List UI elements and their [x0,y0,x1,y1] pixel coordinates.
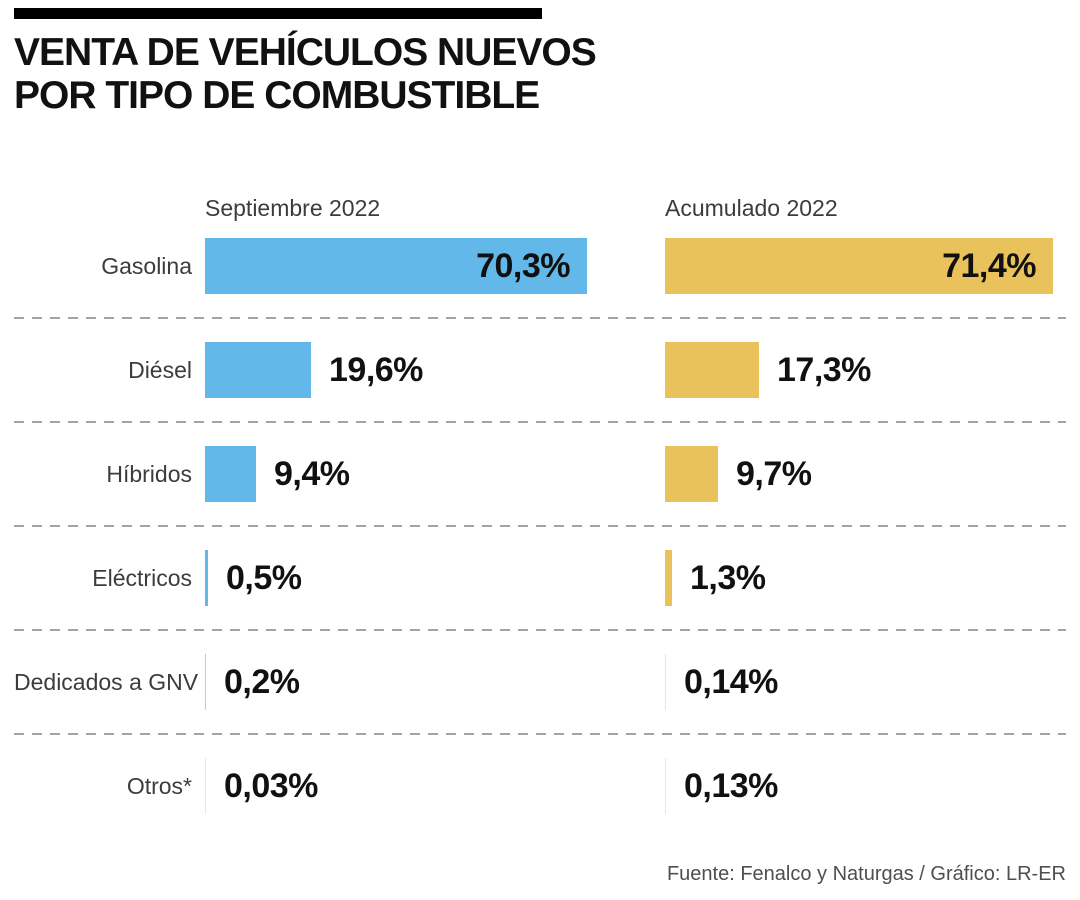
cell-right: 1,3% [665,550,1066,606]
bar-left-row2 [205,446,256,502]
value-label-left: 0,5% [226,558,302,597]
cell-left: 0,03% [205,758,665,814]
bar-left-row5 [205,758,206,814]
cell-left: 19,6% [205,342,665,398]
chart-row-3: Eléctricos 0,5% 1,3% [14,550,1066,606]
chart-row-0: Gasolina 70,3% 71,4% [14,238,1066,294]
dashed-separator [14,421,1066,423]
value-label-right: 0,14% [684,662,778,701]
series-header-acumulado: Acumulado 2022 [665,195,838,221]
bar-right-row2 [665,446,718,502]
bar-left-row4 [205,654,206,710]
cell-left: 70,3% [205,238,665,294]
value-label-left: 0,2% [224,662,300,701]
cell-right: 0,14% [665,654,1066,710]
cell-left: 0,2% [205,654,665,710]
value-label-left: 19,6% [329,350,423,389]
category-label: Eléctricos [92,564,192,591]
cell-left: 0,5% [205,550,665,606]
bar-right-row5 [665,758,666,814]
chart-row-1: Diésel 19,6% 17,3% [14,342,1066,398]
bar-right-row0: 71,4% [665,238,1053,294]
bar-left-row1 [205,342,311,398]
value-label-left: 0,03% [224,766,318,805]
chart-row-4: Dedicados a GNV 0,2% 0,14% [14,654,1066,710]
category-label: Gasolina [101,252,192,279]
series-headers: Septiembre 2022 Acumulado 2022 [14,195,1066,222]
chart-row-2: Híbridos 9,4% 9,7% [14,446,1066,502]
chart-rows: Gasolina 70,3% 71,4% Diésel 19,6% 17,3% Híbrid… [14,238,1066,814]
bar-right-row1 [665,342,759,398]
category-label: Diésel [128,356,192,383]
cell-right: 9,7% [665,446,1066,502]
value-label-right: 17,3% [777,350,871,389]
cell-right: 0,13% [665,758,1066,814]
dashed-separator [14,525,1066,527]
cell-right: 17,3% [665,342,1066,398]
category-label: Otros* [126,772,192,799]
value-label-right: 1,3% [690,558,766,597]
category-label: Dedicados a GNV [14,668,199,695]
header-spacer [14,195,205,222]
value-label-left: 70,3% [476,246,570,285]
value-label-right: 9,7% [736,454,812,493]
dashed-separator [14,733,1066,735]
dashed-separator [14,317,1066,319]
value-label-right: 71,4% [942,246,1036,285]
cell-right: 71,4% [665,238,1066,294]
chart-row-5: Otros* 0,03% 0,13% [14,758,1066,814]
page-title-line1: VENTA DE VEHÍCULOS NUEVOS [14,31,597,74]
page-title-line2: POR TIPO DE COMBUSTIBLE [14,74,540,117]
top-rule [14,8,542,19]
dashed-separator [14,629,1066,631]
bar-right-row4 [665,654,666,710]
bar-left-row3 [205,550,208,606]
cell-left: 9,4% [205,446,665,502]
value-label-right: 0,13% [684,766,778,805]
category-label: Híbridos [106,460,192,487]
bar-right-row3 [665,550,672,606]
source-credit: Fuente: Fenalco y Naturgas / Gráfico: LR… [666,863,1066,885]
page-title: VENTA DE VEHÍCULOS NUEVOS POR TIPO DE CO… [14,31,1066,117]
value-label-left: 9,4% [274,454,350,493]
bar-left-row0: 70,3% [205,238,587,294]
series-header-septiembre: Septiembre 2022 [205,195,381,221]
